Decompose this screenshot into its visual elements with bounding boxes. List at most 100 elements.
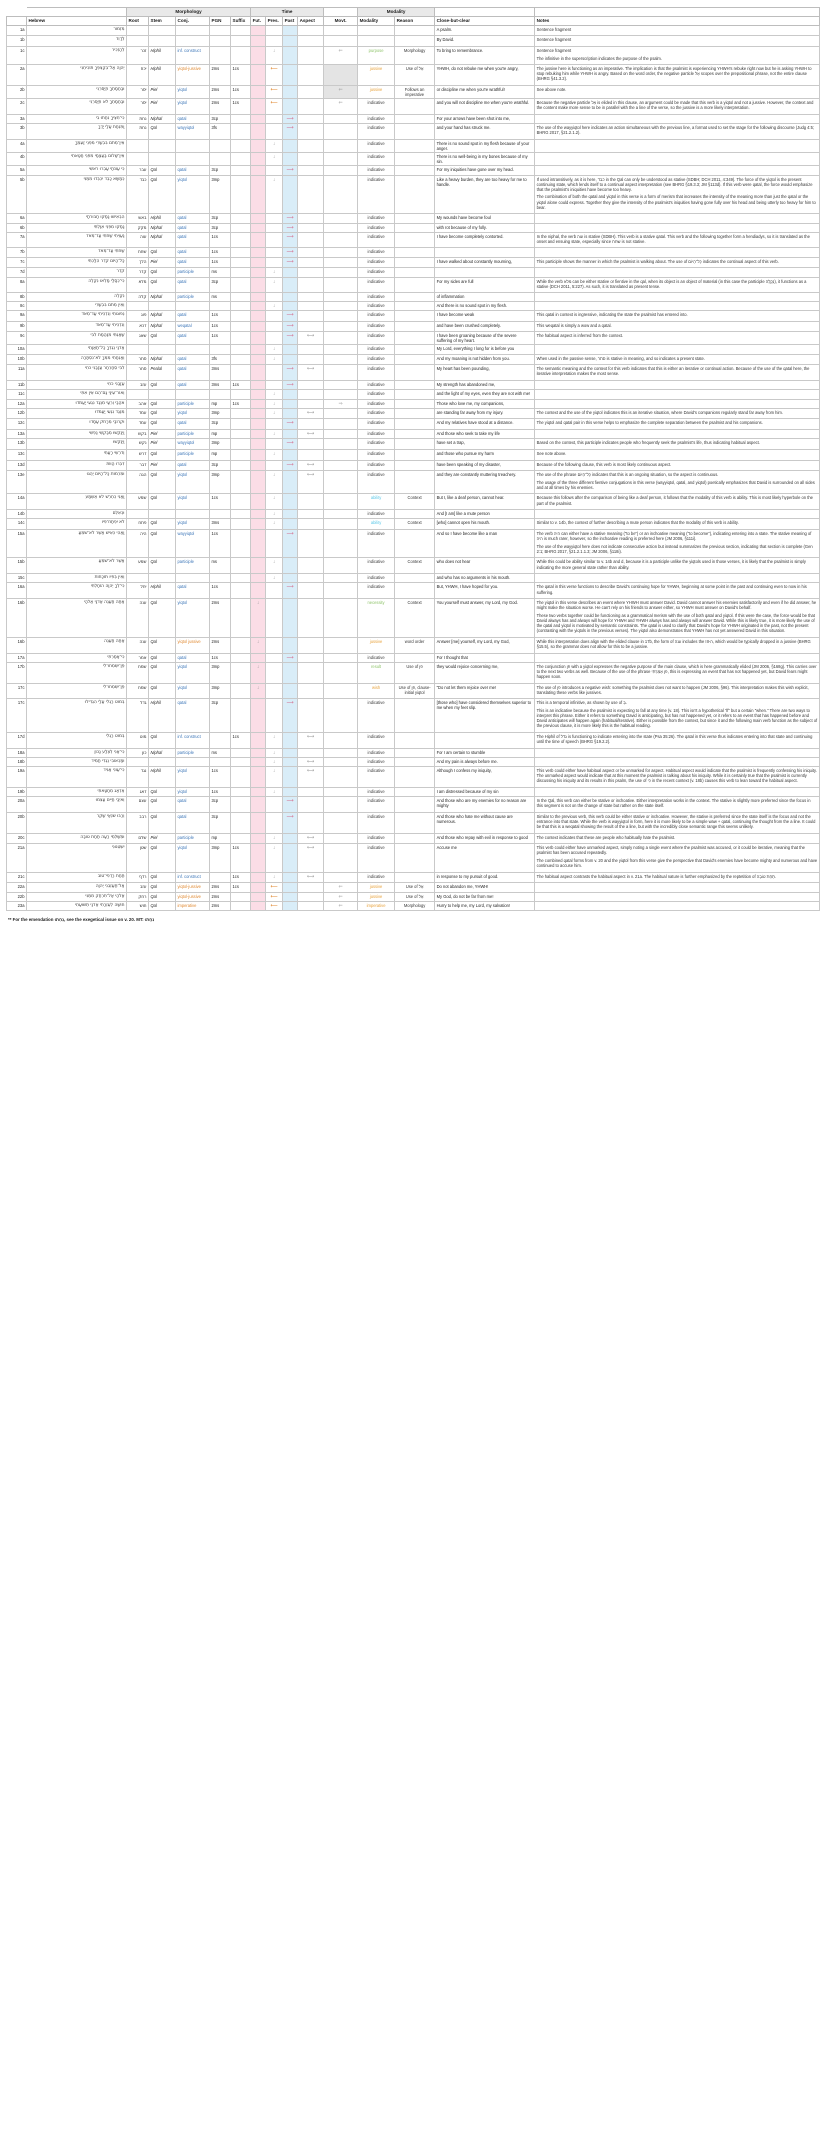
table-row: 17c בְּמוֹט רַגְלִי עָלַי הִגְדִּילוּ גדל H… bbox=[6, 698, 821, 733]
row-notes: Sentence fragment The infinitive in the s… bbox=[534, 45, 821, 66]
row-root: נחת bbox=[126, 113, 149, 125]
row-root: עמד bbox=[126, 407, 149, 420]
row-ref: 1b bbox=[6, 35, 27, 47]
row-movement bbox=[323, 470, 359, 495]
table-row: 2b וּבַחֲמָתְךָ תְיַסְּרֵנִי יסר Piel yiqtol… bbox=[6, 84, 821, 100]
row-past bbox=[282, 398, 299, 409]
table-row: 9a נְפוּגוֹתִי וְנִדְכֵּיתִי עַד־מְאֹד פוג… bbox=[6, 310, 821, 322]
row-future bbox=[250, 35, 267, 47]
row-future: ↓ bbox=[250, 661, 267, 684]
row-stem: Hiphil bbox=[148, 698, 176, 733]
row-close-but-clear: have been speaking of my disaster, bbox=[434, 459, 536, 472]
row-past: ⟶ bbox=[282, 310, 299, 322]
row-suffix bbox=[229, 786, 252, 798]
row-aspect bbox=[297, 900, 325, 912]
row-reason bbox=[394, 247, 436, 258]
row-future bbox=[250, 320, 267, 333]
row-suffix: 1cs bbox=[229, 398, 252, 409]
table-row: 20b וְרַבּוּ שֹׂנְאַי שָׁקֶר רבב Qal qatal 3c… bbox=[6, 811, 821, 834]
row-conjugation: yiqtol-jussive bbox=[175, 882, 210, 893]
row-reason bbox=[394, 35, 436, 47]
row-stem: Qal bbox=[148, 900, 176, 912]
row-modality: indicative bbox=[357, 766, 396, 788]
row-reason bbox=[394, 448, 436, 461]
row-root: עזב bbox=[126, 380, 149, 391]
row-movement bbox=[323, 796, 359, 813]
row-modality: indicative bbox=[357, 871, 396, 884]
row-conjugation: participle bbox=[175, 557, 210, 575]
row-aspect bbox=[297, 35, 325, 47]
row-stem: Qal bbox=[148, 398, 176, 409]
table-row: 11a לִבִּי סְחַרְחַר עֲזָבַנִי כֹחִי סחר Pe… bbox=[6, 364, 821, 382]
row-future bbox=[250, 398, 267, 409]
row-future bbox=[250, 152, 267, 167]
row-present bbox=[265, 331, 284, 346]
row-aspect bbox=[297, 582, 325, 600]
row-pgn: 2ms bbox=[209, 84, 231, 100]
row-movement bbox=[323, 661, 359, 684]
row-movement bbox=[323, 418, 359, 431]
row-notes bbox=[534, 882, 821, 893]
table-row: 5a כִּי עֲוֺנֹתַי עָבְרוּ רֹאשִׁי עבר Qal qa… bbox=[6, 165, 821, 176]
row-root: כון bbox=[126, 747, 149, 758]
row-reason bbox=[394, 353, 436, 366]
row-modality: purpose bbox=[357, 45, 396, 66]
row-stem: Qal bbox=[148, 407, 176, 420]
row-conjugation bbox=[175, 35, 210, 47]
row-modality: jussive bbox=[357, 64, 396, 86]
row-close-but-clear bbox=[434, 267, 536, 278]
table-row: 17a כִּי־אָמַרְתִּי אמר Qal qatal 1cs ⟶ indicat… bbox=[6, 652, 821, 663]
row-movement bbox=[323, 832, 359, 845]
row-present bbox=[265, 598, 284, 638]
row-reason bbox=[394, 509, 436, 520]
table-row: 11b עֲזָבַנִי כֹחִי עזב Qal qatal 3ms 1cs ⟶ indi… bbox=[6, 380, 821, 391]
row-movement bbox=[323, 64, 359, 86]
row-conjugation: qatal bbox=[175, 113, 210, 125]
row-close-but-clear: To bring to remembrance. bbox=[434, 45, 536, 66]
row-ref: 14b bbox=[6, 509, 27, 520]
row-root: עוה bbox=[126, 231, 149, 249]
table-row: 1b לְדָוִד By David. Sentence fragment bbox=[6, 35, 821, 47]
row-hebrew: מִזְמוֹר bbox=[26, 24, 127, 37]
row-aspect: ⟷ bbox=[297, 832, 325, 845]
table-row: 7d קֹדֵר קדר Qal participle ms ↓ indicative bbox=[6, 267, 821, 278]
row-hebrew: וּמַכְאוֹבִי נֶגְדִּי תָמִיד bbox=[26, 756, 127, 768]
row-notes bbox=[534, 747, 821, 758]
table-row: 8a כִּי־כְסָלַי מָלְאוּ נִקְלֶה מלא Qal qata… bbox=[6, 276, 821, 294]
row-reason bbox=[394, 747, 436, 758]
row-aspect bbox=[297, 320, 325, 333]
row-modality: indicative bbox=[357, 796, 396, 813]
row-past bbox=[282, 598, 299, 638]
row-conjugation bbox=[175, 300, 210, 312]
row-movement bbox=[323, 731, 359, 749]
row-future bbox=[250, 247, 267, 258]
row-present: ⟵ bbox=[265, 882, 284, 893]
row-ref: 15c bbox=[6, 573, 27, 584]
row-aspect bbox=[297, 891, 325, 902]
row-present bbox=[265, 256, 284, 269]
row-past: ⟶ bbox=[282, 123, 299, 140]
row-conjugation: yiqtol bbox=[175, 470, 210, 495]
table-row: 1c לְהַזְכִּיר זכר Hiphil inf. construct ↓ ⇐ pu… bbox=[6, 45, 821, 66]
row-pgn: 1cs bbox=[209, 652, 231, 663]
row-movement bbox=[323, 698, 359, 733]
row-notes: The habitual aspect contrasts the habitu… bbox=[534, 871, 821, 884]
row-modality: jussive bbox=[357, 882, 396, 893]
row-stem bbox=[148, 573, 176, 584]
row-past bbox=[282, 766, 299, 788]
table-row: 5b כְּמַשָּׂא כָבֵד יִכְבְּדוּ מִמֶּנִּי כ… bbox=[6, 174, 821, 215]
row-conjugation bbox=[175, 24, 210, 37]
table-row: 18a כִּי־אֲנִי לְצֶלַע נָכוֹן כון Niphal par… bbox=[6, 747, 821, 758]
row-aspect bbox=[297, 573, 325, 584]
row-ref: 2b bbox=[6, 84, 27, 100]
group-blank-cbc bbox=[434, 7, 536, 17]
row-modality: indicative bbox=[357, 231, 396, 249]
row-suffix bbox=[229, 276, 252, 294]
row-modality: indicative bbox=[357, 276, 396, 294]
row-reason bbox=[394, 113, 436, 125]
row-reason bbox=[394, 310, 436, 322]
row-movement bbox=[323, 165, 359, 176]
group-time: Time bbox=[250, 7, 325, 17]
row-reason bbox=[394, 529, 436, 559]
col-stem: Stem bbox=[148, 15, 176, 26]
